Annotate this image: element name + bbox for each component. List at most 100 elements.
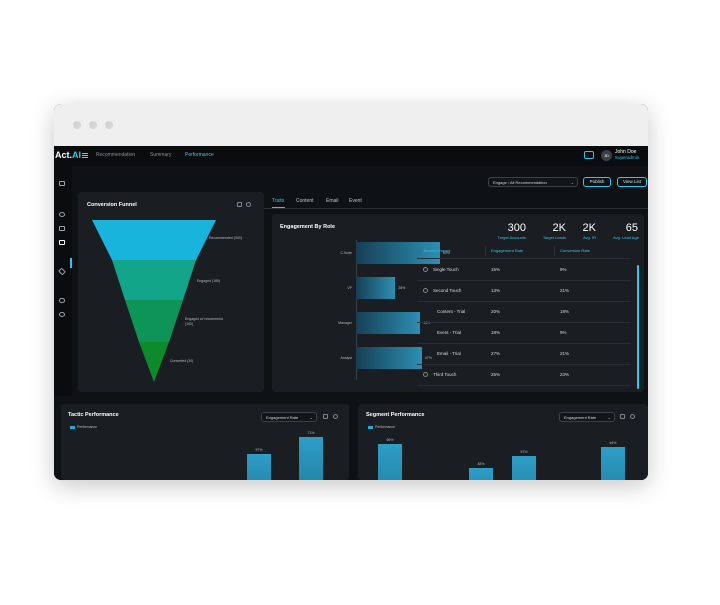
role-bar[interactable] (356, 347, 422, 369)
header-divider (554, 246, 555, 256)
chevron-down-icon: ⌄ (607, 415, 611, 420)
kpi-avg-ir-label: Avg. IR (582, 235, 596, 240)
role-bar[interactable] (356, 277, 396, 299)
bar-value-label: 64% (609, 440, 617, 445)
chevron-down-icon: ⌄ (570, 180, 574, 185)
kpi-avg-ir-value: 2K (582, 222, 596, 234)
engagement-cell: 15% (491, 267, 501, 272)
conversion-cell: 18% (560, 309, 570, 314)
tab-traits[interactable]: Traits (272, 198, 285, 204)
role-label: Manager (338, 321, 352, 325)
role-label: VP (347, 286, 352, 290)
journey-table: Journey Impact Engagement Rate Conversio… (417, 246, 639, 388)
kpi-target-leads-value: 2K (552, 222, 566, 234)
expand-row-icon[interactable] (423, 372, 428, 377)
bar-value-label: 48% (477, 461, 485, 466)
publish-button[interactable]: Publish (583, 177, 611, 187)
expand-icon[interactable] (620, 414, 625, 419)
avatar[interactable]: JD (601, 150, 612, 161)
table-row-rule (417, 301, 631, 302)
tab-email[interactable]: Email (326, 198, 339, 204)
performance-bar[interactable] (512, 455, 536, 480)
document-icon[interactable] (59, 226, 65, 231)
conversion-cell: 9% (560, 267, 567, 272)
performance-bar[interactable] (299, 436, 323, 480)
role-label: Analyst (340, 356, 352, 360)
performance-bar[interactable] (378, 444, 402, 480)
window-dot-minimize[interactable] (89, 121, 97, 129)
segment-metric-select[interactable]: Engagement Rate ⌄ (559, 412, 615, 422)
table-row-rule (417, 364, 631, 365)
settings-icon[interactable] (333, 414, 338, 419)
users-icon[interactable] (59, 212, 65, 217)
funnel-stage-engaged-recommend[interactable] (125, 300, 183, 342)
engagement-cell: 13% (491, 288, 501, 293)
window-dot-close[interactable] (73, 121, 81, 129)
tactic-metric-select[interactable]: Engagement Rate ⌄ (261, 412, 317, 422)
funnel-stage-converted[interactable] (139, 342, 169, 382)
app-root: Act.AI Recommendation Summary Performanc… (54, 146, 648, 480)
y-axis-line (356, 240, 357, 380)
view-list-button[interactable]: View List (617, 177, 647, 187)
table-header-engagement: Engagement Rate (491, 248, 524, 253)
legend-swatch (70, 426, 75, 429)
table-row-rule (417, 385, 631, 386)
tactic-performance-chart: 57% 71% (61, 404, 349, 480)
journey-cell: Content - Trial (437, 309, 466, 314)
table-scrollbar[interactable] (637, 265, 639, 389)
kpi-target-accounts-label: Target Accounts (497, 235, 526, 240)
funnel-stage-engaged[interactable] (112, 260, 196, 300)
tab-content[interactable]: Content (296, 198, 314, 204)
link-icon[interactable] (59, 312, 65, 317)
scope-select-value: Engage / All Recommendation (493, 180, 547, 185)
table-row-rule (417, 280, 631, 281)
scope-select[interactable]: Engage / All Recommendation ⌄ (488, 177, 578, 187)
expand-row-icon[interactable] (423, 288, 428, 293)
funnel-label-engaged-recommend: Engaged w/ recommend (100) (185, 317, 223, 326)
legend-label: Performance (375, 425, 396, 429)
role-value-label: 60% (443, 251, 451, 255)
segment-performance-card: Segment Performance Performance Engageme… (358, 404, 648, 480)
chat-icon[interactable] (584, 151, 594, 159)
settings-icon[interactable] (630, 414, 635, 419)
nav-tab-performance[interactable]: Performance (185, 152, 214, 158)
funnel-title: Conversion Funnel (87, 202, 137, 208)
table-row-rule (417, 343, 631, 344)
kpi-target-leads-label: Target Leads (542, 235, 566, 240)
grid-icon[interactable] (59, 181, 65, 186)
segment-select-value: Engagement Rate (564, 415, 597, 420)
chart-icon[interactable] (59, 240, 65, 245)
kpi-avg-lead-age-value: 65 (625, 222, 638, 234)
window-dot-maximize[interactable] (105, 121, 113, 129)
engagement-cell: 20% (491, 309, 501, 314)
tab-event[interactable]: Event (349, 198, 362, 204)
tactic-title: Tactic Performance (68, 412, 119, 418)
app-logo[interactable]: Act.AI (55, 150, 81, 160)
database-icon[interactable] (59, 298, 65, 303)
conversion-funnel-card: Conversion Funnel Recommended (300) Enga… (78, 192, 264, 392)
performance-bar[interactable] (247, 453, 271, 480)
role-bar[interactable] (356, 312, 421, 334)
funnel-label-recommended: Recommended (300) (209, 236, 242, 240)
nav-tab-summary[interactable]: Summary (150, 152, 172, 158)
table-row-rule (417, 322, 631, 323)
bar-value-label: 66% (386, 438, 394, 443)
expand-row-icon[interactable] (423, 267, 428, 272)
legend-swatch (368, 426, 373, 429)
tag-icon[interactable] (58, 267, 66, 276)
menu-icon[interactable] (82, 153, 88, 158)
expand-icon[interactable] (237, 202, 242, 207)
settings-icon[interactable] (246, 202, 251, 207)
performance-bar[interactable] (601, 446, 625, 480)
chevron-down-icon: ⌄ (309, 415, 313, 420)
nav-tab-recommendation[interactable]: Recommendation (96, 152, 136, 158)
conversion-cell: 21% (560, 288, 570, 293)
expand-icon[interactable] (323, 414, 328, 419)
funnel-stage-recommended[interactable] (92, 220, 216, 260)
funnel-label-engaged: Engaged (180) (197, 279, 221, 283)
conversion-cell: 21% (560, 351, 570, 356)
segment-performance-chart: 66%48%57%28%64% (358, 404, 648, 480)
table-header-journey: Journey Impact (423, 248, 451, 253)
performance-bar[interactable] (469, 467, 493, 480)
logo-text: Act. (55, 150, 73, 160)
